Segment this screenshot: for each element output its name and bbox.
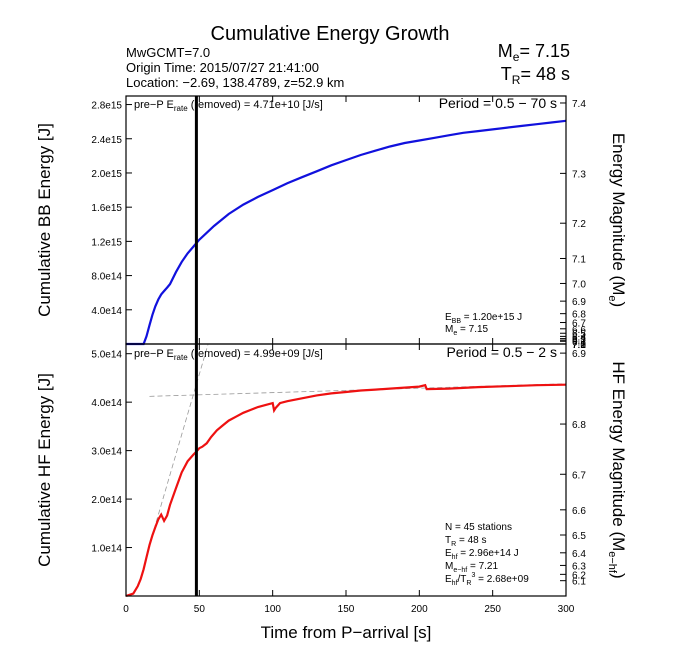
x-tick-label: 50	[194, 604, 206, 615]
energy-magnitude-summary: Me= 7.15	[498, 41, 570, 64]
top-left-tick-label: 1.6e15	[91, 203, 122, 214]
bottom-right-tick-label: 6.4	[572, 549, 586, 560]
bottom-right-tick-label: 6.6	[572, 506, 586, 517]
x-tick-label: 150	[338, 604, 355, 615]
magnitude-info-line: MwGCMT=7.0	[126, 45, 210, 60]
bottom-right-tick-label: 7.1	[572, 340, 586, 351]
top-right-tick-label: 7.0	[572, 279, 586, 290]
top-left-tick-label: 1.2e15	[91, 237, 122, 248]
top-right-tick-label: 7.2	[572, 219, 586, 230]
bottom-right-axis-label: HF Energy Magnitude (Me−hf)	[606, 361, 628, 578]
top-left-tick-label: 8.0e14	[91, 272, 122, 283]
bottom-right-tick-label: 6.2	[572, 570, 586, 581]
top-left-tick-label: 2.0e15	[91, 169, 122, 180]
top-right-tick-label: 6.4	[572, 332, 586, 343]
bottom-axis-ticks: 1.0e142.0e143.0e144.0e145.0e146.16.26.36…	[91, 340, 586, 615]
top-right-tick-label: 6.9	[572, 297, 586, 308]
bottom-right-tick-label: 6.7	[572, 470, 586, 481]
station-count-annotation: N = 45 stations	[445, 522, 512, 533]
top-right-tick-label: 7.4	[572, 99, 586, 110]
top-plot-frame	[125, 95, 567, 345]
x-axis-label: Time from P−arrival [s]	[261, 623, 432, 642]
hf-rise-fit-line	[149, 343, 209, 546]
x-tick-label: 200	[411, 604, 428, 615]
top-right-tick-label: 6.8	[572, 310, 586, 321]
top-right-tick-label: 7.3	[572, 169, 586, 180]
bb-energy-panel: 4.0e14 8.0e14 1.2e15 1.6e15 2.0e15 2.4e15 2.8e…	[35, 95, 628, 348]
location-line: Location: −2.69, 138.4789, z=52.9 km	[126, 75, 344, 90]
hf-energy-panel: 1.0e142.0e143.0e144.0e145.0e146.16.26.36…	[35, 340, 628, 642]
bottom-period-label: Period = 0.5 − 2 s	[446, 344, 557, 360]
bottom-right-tick-label: 7.2	[572, 340, 586, 351]
top-right-tick-label: 6.1	[572, 337, 586, 348]
bb-magnitude-annotation: Me = 7.15	[445, 324, 489, 337]
rupture-duration-summary: TR= 48 s	[501, 64, 570, 87]
bottom-right-tick-label: 6.1	[572, 577, 586, 588]
bottom-right-tick-label: 6.5	[572, 531, 586, 542]
top-pre-p-rate: pre−P Erate (removed) = 4.71e+10 [J/s]	[134, 99, 323, 113]
top-right-tick-label: 6.7	[572, 319, 586, 330]
bottom-left-tick-label: 1.0e14	[91, 544, 122, 555]
hf-energy-series-line	[125, 383, 567, 598]
rupture-duration-annotation: TR = 48 s	[445, 535, 486, 548]
top-axis-ticks: 4.0e14 8.0e14 1.2e15 1.6e15 2.0e15 2.4e15 2.8e…	[91, 96, 586, 348]
x-tick-label: 300	[558, 604, 575, 615]
top-right-tick-label: 7.1	[572, 254, 586, 265]
x-tick-label: 250	[484, 604, 501, 615]
figure-title: Cumulative Energy Growth	[211, 23, 450, 45]
bottom-left-tick-label: 2.0e14	[91, 495, 122, 506]
bottom-right-tick-label: 7.0	[572, 340, 586, 351]
bb-energy-series-line	[126, 119, 567, 346]
top-left-tick-label: 4.0e14	[91, 306, 122, 317]
bottom-right-tick-label: 6.8	[572, 420, 586, 431]
origin-time-line: Origin Time: 2015/07/27 21:41:00	[126, 60, 319, 75]
bottom-pre-p-rate: pre−P Erate (removed) = 4.99e+09 [J/s]	[134, 348, 323, 362]
top-right-tick-label: 6.3	[572, 335, 586, 346]
bottom-left-tick-label: 5.0e14	[91, 350, 122, 361]
bb-energy-annotation: EBB = 1.20e+15 J	[445, 312, 522, 325]
top-y-axis-label: Cumulative BB Energy [J]	[35, 123, 54, 317]
hf-magnitude-annotation: Me−hf = 7.21	[445, 561, 498, 574]
top-left-tick-label: 2.4e15	[91, 135, 122, 146]
bottom-right-tick-label: 6.9	[572, 349, 586, 360]
x-tick-label: 0	[123, 604, 129, 615]
bottom-y-axis-label: Cumulative HF Energy [J]	[35, 373, 54, 567]
x-tick-label: 100	[264, 604, 281, 615]
bottom-left-tick-label: 4.0e14	[91, 398, 122, 409]
top-right-tick-label: 6.5	[572, 329, 586, 340]
bottom-left-tick-label: 3.0e14	[91, 447, 122, 458]
bottom-plot-frame	[125, 343, 567, 597]
top-right-tick-label: 6.2	[572, 336, 586, 347]
top-period-label: Period = 0.5 − 70 s	[439, 95, 557, 111]
top-right-tick-label: 6.6	[572, 325, 586, 336]
top-left-tick-label: 2.8e15	[91, 101, 122, 112]
top-right-axis-label: Energy Magnitude (Me)	[606, 133, 628, 307]
bottom-right-tick-label: 6.3	[572, 561, 586, 572]
bottom-right-tick-label: 7.3	[572, 340, 586, 351]
hf-ratio-annotation: Ehf/TR3 = 2.68e+09	[445, 572, 529, 587]
hf-energy-annotation: Ehf = 2.96e+14 J	[445, 548, 519, 561]
